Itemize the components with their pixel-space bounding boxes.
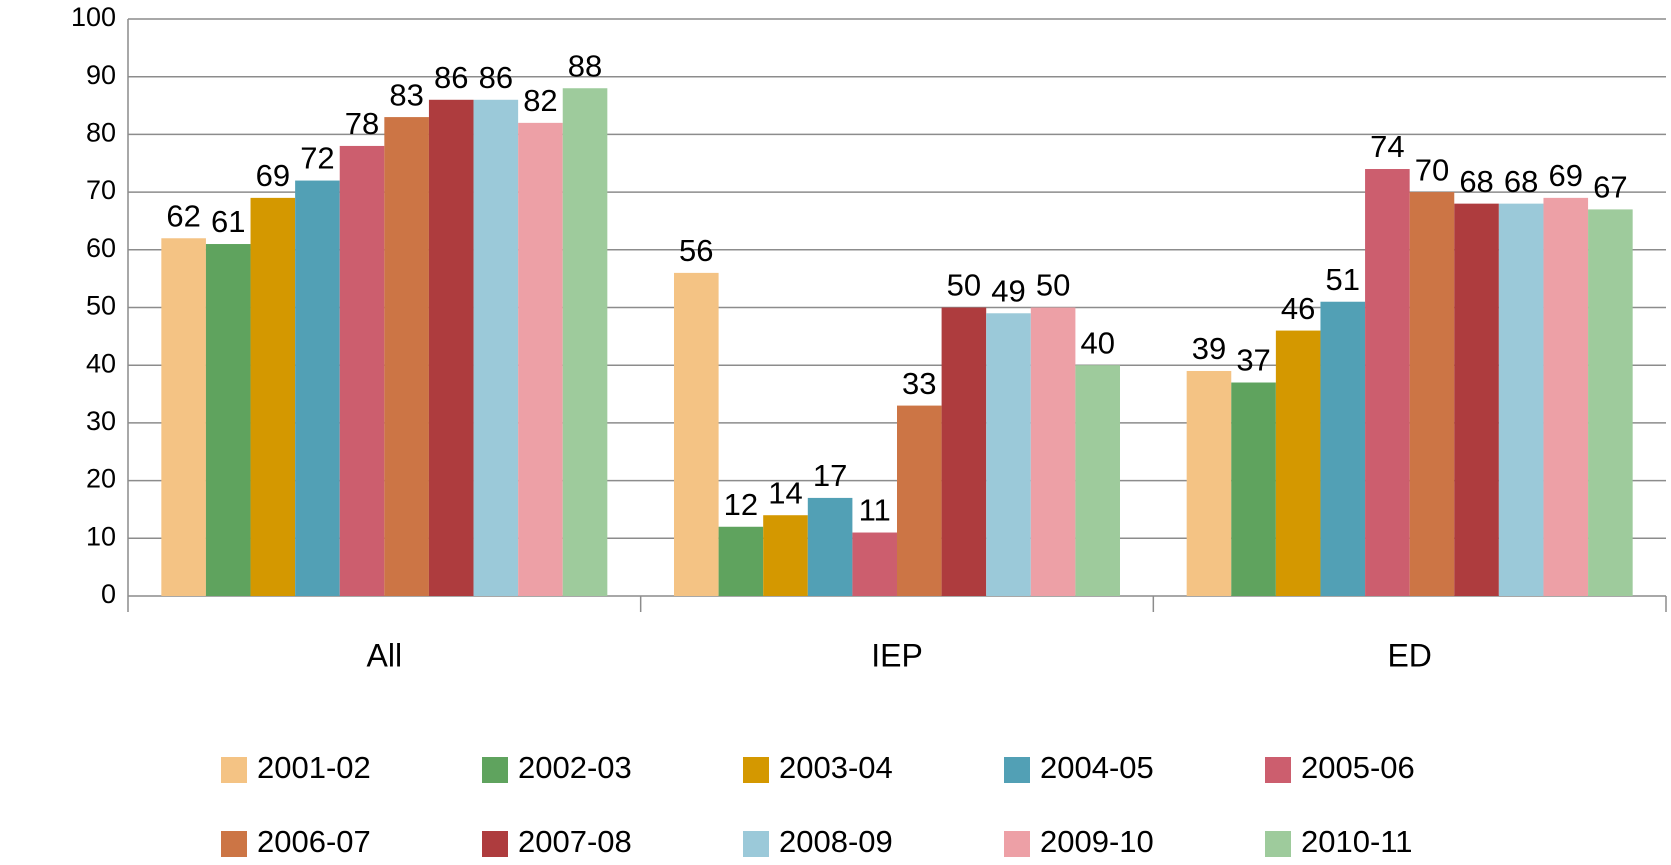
legend-swatch <box>1265 831 1291 857</box>
data-label: 56 <box>679 233 713 268</box>
bar <box>1320 301 1366 596</box>
data-label: 70 <box>1415 152 1449 187</box>
legend-label: 2002-03 <box>518 750 632 785</box>
data-label: 50 <box>947 268 981 303</box>
data-label: 86 <box>434 60 468 95</box>
y-tick-label: 50 <box>86 291 116 321</box>
data-label: 49 <box>991 273 1025 308</box>
bar <box>852 532 897 596</box>
legend-swatch <box>743 757 769 783</box>
bar <box>674 272 719 596</box>
legend-swatch <box>482 831 508 857</box>
legend-label: 2007-08 <box>518 824 632 859</box>
bar <box>897 405 942 596</box>
data-label: 51 <box>1326 262 1360 297</box>
bar <box>161 238 206 596</box>
legend-swatch <box>482 757 508 783</box>
legend-label: 2008-09 <box>779 824 893 859</box>
x-tick-label: IEP <box>871 637 923 673</box>
data-label: 68 <box>1459 164 1493 199</box>
legend-label: 2003-04 <box>779 750 893 785</box>
bar <box>1231 382 1276 596</box>
x-tick-label: All <box>367 637 403 673</box>
bar <box>1543 197 1589 596</box>
data-label: 12 <box>724 487 758 522</box>
bar <box>986 313 1031 596</box>
bar <box>941 307 987 596</box>
data-label: 11 <box>859 493 891 528</box>
legend-swatch <box>743 831 769 857</box>
bar <box>250 197 296 596</box>
y-tick-label: 90 <box>86 60 116 90</box>
legend-swatch <box>221 831 247 857</box>
data-label: 50 <box>1036 268 1070 303</box>
bar <box>1075 365 1120 596</box>
bar <box>384 117 429 596</box>
bar <box>1030 307 1076 596</box>
bar <box>473 99 519 596</box>
legend-swatch <box>1004 757 1030 783</box>
bar <box>1454 203 1499 596</box>
data-label: 83 <box>389 77 423 112</box>
bar <box>1365 169 1410 596</box>
data-label: 68 <box>1504 164 1538 199</box>
bar <box>1275 330 1321 596</box>
bar <box>807 497 853 596</box>
legend-swatch <box>221 757 247 783</box>
y-tick-label: 0 <box>101 579 116 609</box>
bar <box>1409 192 1455 596</box>
bar <box>1588 209 1633 596</box>
x-tick-label: ED <box>1387 637 1431 673</box>
bar <box>518 122 563 597</box>
data-label: 67 <box>1593 170 1627 205</box>
data-label: 33 <box>902 366 936 401</box>
legend-label: 2006-07 <box>257 824 371 859</box>
y-tick-label: 30 <box>86 406 116 436</box>
data-label: 37 <box>1236 343 1270 378</box>
legend-swatch <box>1004 831 1030 857</box>
bar <box>718 526 764 596</box>
y-tick-label: 60 <box>86 233 116 263</box>
y-tick-label: 40 <box>86 348 116 378</box>
legend-label: 2010-11 <box>1301 824 1412 859</box>
data-label: 69 <box>256 158 290 193</box>
y-tick-label: 80 <box>86 118 116 148</box>
legend-label: 2004-05 <box>1040 750 1154 785</box>
bar <box>1186 370 1232 596</box>
bar <box>339 145 385 596</box>
bar <box>205 244 251 596</box>
data-label: 82 <box>523 83 557 118</box>
data-label: 72 <box>300 141 334 176</box>
data-label: 69 <box>1549 158 1583 193</box>
bar <box>763 515 808 596</box>
data-label: 40 <box>1080 325 1114 360</box>
data-label: 61 <box>211 204 245 239</box>
bar <box>1498 203 1544 596</box>
legend-label: 2001-02 <box>257 750 371 785</box>
y-tick-label: 20 <box>86 464 116 494</box>
bar <box>295 180 340 596</box>
data-label: 14 <box>768 475 802 510</box>
bar <box>562 88 608 597</box>
data-label: 74 <box>1370 129 1404 164</box>
data-label: 88 <box>568 48 602 83</box>
data-label: 62 <box>166 198 200 233</box>
y-tick-label: 70 <box>86 175 116 205</box>
legend-label: 2005-06 <box>1301 750 1415 785</box>
y-tick-label: 100 <box>71 2 116 32</box>
data-label: 17 <box>813 458 847 493</box>
legend-label: 2009-10 <box>1040 824 1154 859</box>
data-label: 46 <box>1281 291 1315 326</box>
data-label: 78 <box>345 106 379 141</box>
y-tick-label: 10 <box>86 521 116 551</box>
bar <box>428 99 474 596</box>
legend-swatch <box>1265 757 1291 783</box>
data-label: 86 <box>479 60 513 95</box>
data-label: 39 <box>1192 331 1226 366</box>
